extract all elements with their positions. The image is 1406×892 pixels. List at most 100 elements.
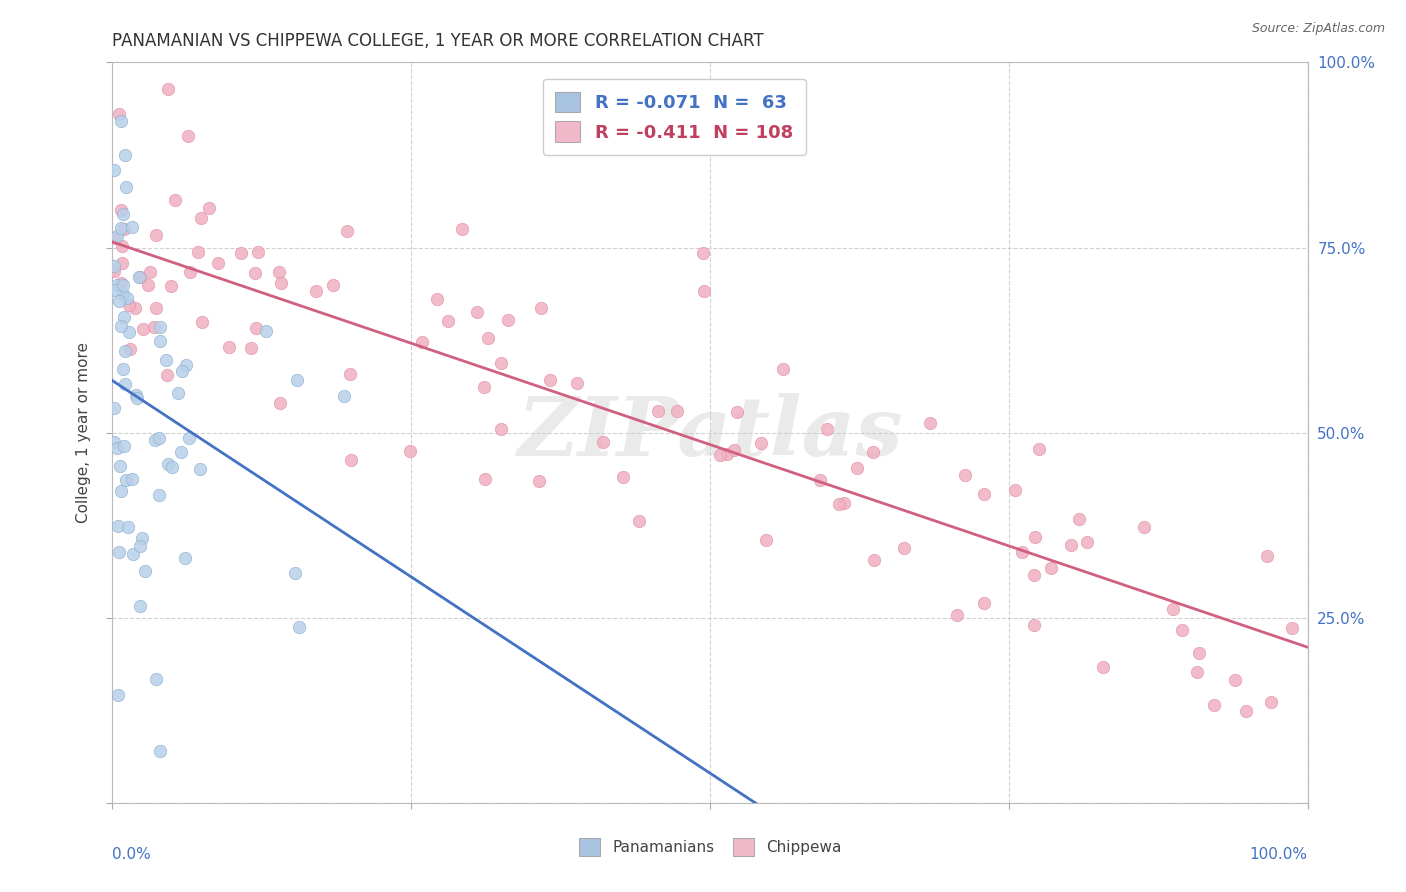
Point xyxy=(288,620,311,634)
Point xyxy=(112,362,135,376)
Point xyxy=(285,373,308,387)
Point xyxy=(1011,545,1033,559)
Point xyxy=(270,276,292,290)
Point xyxy=(1256,549,1278,563)
Point xyxy=(269,265,291,279)
Point xyxy=(103,401,125,415)
Point xyxy=(117,519,139,533)
Point xyxy=(190,211,212,226)
Text: PANAMANIAN VS CHIPPEWA COLLEGE, 1 YEAR OR MORE CORRELATION CHART: PANAMANIAN VS CHIPPEWA COLLEGE, 1 YEAR O… xyxy=(112,32,763,50)
Point xyxy=(170,363,193,377)
Point xyxy=(973,596,995,610)
Point xyxy=(179,265,201,279)
Point xyxy=(149,744,172,758)
Point xyxy=(108,107,131,121)
Point xyxy=(709,448,731,462)
Point xyxy=(139,265,162,279)
Point xyxy=(437,314,460,328)
Point xyxy=(157,457,180,471)
Point xyxy=(148,431,170,445)
Point xyxy=(128,599,150,613)
Point xyxy=(1004,483,1026,498)
Point xyxy=(772,362,794,376)
Point xyxy=(115,474,138,488)
Point xyxy=(538,373,561,387)
Point xyxy=(305,285,328,299)
Point xyxy=(112,277,135,292)
Point xyxy=(627,514,650,528)
Point xyxy=(110,318,132,333)
Point xyxy=(165,194,187,208)
Point xyxy=(239,341,262,355)
Point xyxy=(450,222,472,236)
Point xyxy=(565,376,588,390)
Point xyxy=(231,246,253,260)
Point xyxy=(105,229,128,244)
Point xyxy=(149,320,172,334)
Point xyxy=(1161,602,1184,616)
Point xyxy=(953,468,976,483)
Point xyxy=(496,313,519,327)
Text: ZIPatlas: ZIPatlas xyxy=(517,392,903,473)
Point xyxy=(1225,673,1247,688)
Point xyxy=(131,532,153,546)
Point xyxy=(489,421,512,435)
Point xyxy=(1236,704,1258,718)
Point xyxy=(1204,698,1226,712)
Point xyxy=(149,334,172,348)
Text: Source: ZipAtlas.com: Source: ZipAtlas.com xyxy=(1251,22,1385,36)
Point xyxy=(1067,512,1090,526)
Point xyxy=(114,344,136,359)
Point xyxy=(112,438,135,452)
Point xyxy=(725,405,748,419)
Point xyxy=(114,148,136,162)
Point xyxy=(145,301,167,315)
Point xyxy=(187,244,209,259)
Point xyxy=(336,224,359,238)
Point xyxy=(920,416,942,430)
Point xyxy=(103,435,125,450)
Point xyxy=(665,404,688,418)
Point xyxy=(472,380,495,394)
Point xyxy=(1024,530,1046,544)
Point xyxy=(893,541,915,555)
Point xyxy=(110,277,132,291)
Point xyxy=(827,497,849,511)
Point xyxy=(340,452,363,467)
Point xyxy=(121,472,143,486)
Point xyxy=(107,545,129,559)
Point xyxy=(105,441,128,455)
Point xyxy=(188,461,211,475)
Y-axis label: College, 1 year or more: College, 1 year or more xyxy=(76,343,91,523)
Point xyxy=(1185,665,1208,679)
Point xyxy=(112,286,135,301)
Point xyxy=(160,279,183,293)
Point xyxy=(1133,519,1156,533)
Point xyxy=(115,291,138,305)
Point xyxy=(218,340,240,354)
Point xyxy=(145,433,167,447)
Point xyxy=(155,353,177,368)
Point xyxy=(111,207,134,221)
Point xyxy=(527,475,550,489)
Point xyxy=(477,331,499,345)
Point xyxy=(973,486,995,500)
Point xyxy=(107,688,129,702)
Point xyxy=(693,284,716,298)
Point xyxy=(474,472,496,486)
Point xyxy=(103,264,125,278)
Point xyxy=(145,672,167,686)
Point xyxy=(105,277,128,292)
Point xyxy=(946,607,969,622)
Point xyxy=(1022,568,1045,582)
Point xyxy=(810,473,832,487)
Point xyxy=(491,356,513,370)
Point xyxy=(114,376,136,391)
Point xyxy=(112,222,135,236)
Point xyxy=(846,460,869,475)
Point xyxy=(148,488,170,502)
Point xyxy=(176,358,198,372)
Point xyxy=(1028,442,1050,457)
Point xyxy=(121,547,143,561)
Point xyxy=(1060,538,1083,552)
